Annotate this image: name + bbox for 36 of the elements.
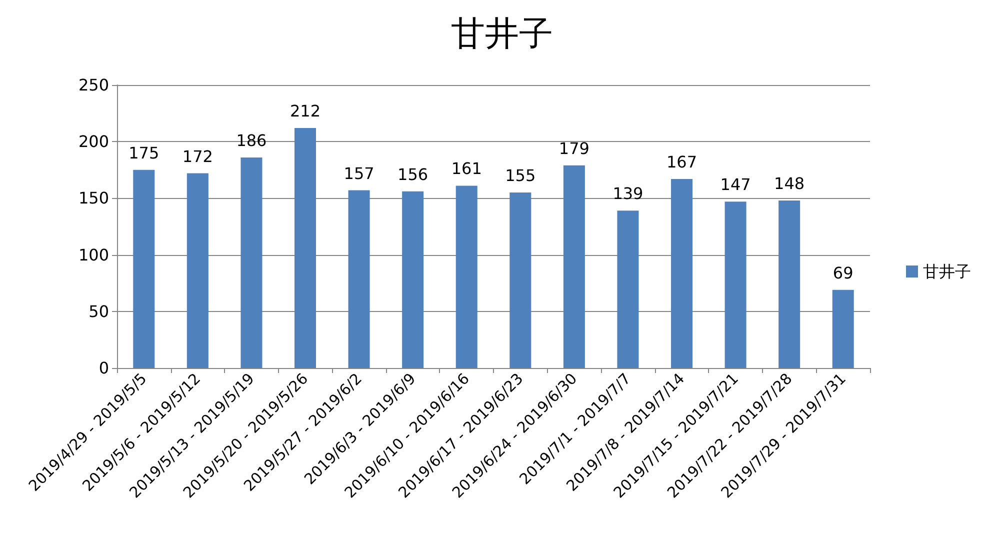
- y-tick-label: 0: [98, 358, 109, 378]
- bar: [456, 186, 478, 368]
- data-label: 155: [505, 166, 536, 186]
- bar: [617, 210, 639, 368]
- data-label: 172: [182, 146, 213, 166]
- bar: [240, 157, 262, 368]
- data-label: 167: [666, 152, 698, 172]
- chart-title: 甘井子: [451, 14, 553, 54]
- data-label: 148: [774, 174, 805, 193]
- bar: [563, 165, 585, 368]
- legend-label: 甘井子: [923, 262, 971, 281]
- data-label: 69: [832, 263, 854, 282]
- y-tick-label: 200: [78, 132, 109, 152]
- data-label: 186: [236, 130, 267, 150]
- data-label: 147: [720, 175, 751, 194]
- y-tick-label: 150: [78, 188, 109, 208]
- bar: [832, 290, 854, 368]
- bar: [510, 192, 532, 368]
- bar: [348, 190, 370, 368]
- data-label: 156: [398, 164, 428, 184]
- y-tick-label: 50: [88, 302, 109, 321]
- bar: [724, 202, 746, 368]
- data-label: 161: [451, 159, 482, 178]
- bar: [778, 200, 800, 368]
- bar: [186, 173, 208, 368]
- data-label: 179: [558, 138, 590, 158]
- y-tick-label: 250: [78, 76, 109, 94]
- bar: [670, 178, 693, 368]
- data-label: 175: [128, 143, 160, 162]
- bar: [402, 191, 424, 368]
- data-label: 212: [290, 102, 321, 121]
- data-label: 139: [612, 184, 644, 204]
- data-label: 157: [344, 164, 374, 183]
- bar: [133, 170, 155, 368]
- y-tick-label: 100: [78, 245, 109, 264]
- bar: [294, 128, 316, 368]
